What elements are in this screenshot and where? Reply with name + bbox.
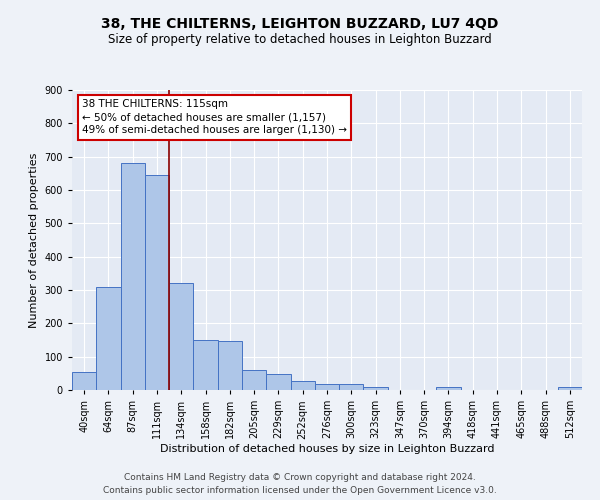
Bar bbox=[315, 384, 339, 390]
Bar bbox=[72, 372, 96, 390]
Bar bbox=[121, 162, 145, 390]
Bar bbox=[218, 340, 242, 390]
Bar bbox=[339, 384, 364, 390]
Bar bbox=[96, 288, 121, 390]
Bar bbox=[169, 284, 193, 390]
Bar bbox=[436, 386, 461, 390]
Bar bbox=[290, 380, 315, 390]
Bar bbox=[193, 340, 218, 390]
Text: Contains HM Land Registry data © Crown copyright and database right 2024.
Contai: Contains HM Land Registry data © Crown c… bbox=[103, 474, 497, 495]
Text: Size of property relative to detached houses in Leighton Buzzard: Size of property relative to detached ho… bbox=[108, 32, 492, 46]
Y-axis label: Number of detached properties: Number of detached properties bbox=[29, 152, 39, 328]
Bar bbox=[266, 374, 290, 390]
Bar bbox=[364, 386, 388, 390]
Bar bbox=[558, 386, 582, 390]
X-axis label: Distribution of detached houses by size in Leighton Buzzard: Distribution of detached houses by size … bbox=[160, 444, 494, 454]
Bar bbox=[145, 175, 169, 390]
Text: 38, THE CHILTERNS, LEIGHTON BUZZARD, LU7 4QD: 38, THE CHILTERNS, LEIGHTON BUZZARD, LU7… bbox=[101, 18, 499, 32]
Bar bbox=[242, 370, 266, 390]
Text: 38 THE CHILTERNS: 115sqm
← 50% of detached houses are smaller (1,157)
49% of sem: 38 THE CHILTERNS: 115sqm ← 50% of detach… bbox=[82, 99, 347, 136]
